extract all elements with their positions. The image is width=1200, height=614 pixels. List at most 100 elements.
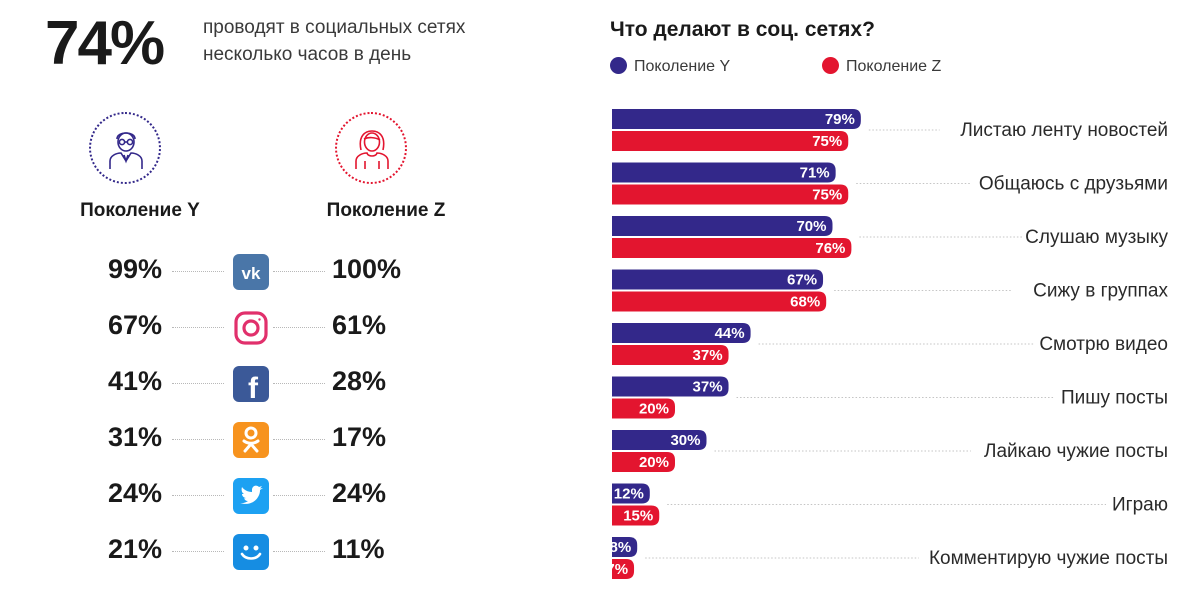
gen-z-value: 100% [332, 254, 402, 284]
svg-text:vk: vk [242, 264, 261, 283]
bar-gen-y [612, 269, 824, 290]
bar-value-label: 15% [623, 508, 653, 525]
instagram-icon [233, 310, 269, 346]
category-label: Листаю ленту новостей [960, 120, 1168, 141]
svg-text:f: f [248, 372, 259, 402]
bar-value-label: 20% [639, 401, 669, 418]
gen-y-value: 24% [107, 478, 162, 508]
legend-label-y: Поколение Y [634, 58, 731, 75]
bar-value-label: 7% [606, 561, 628, 578]
legend-swatch-z [822, 57, 839, 74]
bar-gen-z [612, 131, 849, 151]
generation-z-avatar [335, 112, 407, 184]
legend-gen-y: Поколение Y [610, 57, 730, 76]
network-row-odnoklassniki: 31% 17% [0, 420, 600, 460]
category-label: Лайкаю чужие посты [984, 441, 1168, 462]
odnoklassniki-icon [233, 422, 269, 458]
bar-value-label: 8% [610, 539, 632, 556]
bar-value-label: 70% [796, 218, 826, 235]
bar-gen-z [612, 184, 849, 205]
bar-gen-y [612, 483, 650, 504]
gen-z-value: 24% [332, 478, 387, 508]
gen-y-value: 41% [107, 366, 162, 396]
gen-y-value: 21% [107, 534, 162, 564]
category-label: Сижу в группах [1033, 281, 1168, 302]
bar-gen-z [612, 398, 675, 419]
bar-value-label: 37% [693, 347, 723, 364]
category-label: Слушаю музыку [1025, 227, 1168, 248]
legend-swatch-y [610, 57, 627, 74]
bar-value-label: 76% [815, 240, 845, 257]
category-label: Комментирую чужие посты [929, 548, 1168, 569]
bar-value-label: 20% [639, 454, 669, 471]
legend-gen-z: Поколение Z [822, 57, 941, 76]
man-with-glasses-icon [109, 132, 143, 169]
bar-gen-z [612, 238, 852, 258]
bar-value-label: 68% [790, 294, 820, 311]
dotted-leader [273, 495, 325, 496]
headline-line-1: проводят в социальных сетях [203, 17, 466, 38]
network-row-facebook: 41% f 28% [0, 364, 600, 404]
network-row-twitter: 24% 24% [0, 476, 600, 516]
headline-percent: 74% [45, 9, 165, 78]
category-label: Пишу посты [1061, 388, 1168, 409]
bar-gen-z [612, 291, 827, 312]
dotted-leader [172, 495, 224, 496]
legend-label-z: Поколение Z [846, 58, 942, 75]
dotted-leader [172, 551, 224, 552]
category-label: Смотрю видео [1039, 334, 1168, 355]
bar-value-label: 30% [670, 432, 700, 449]
bar-gen-z [612, 505, 660, 526]
generation-y-avatar [89, 112, 161, 184]
bar-value-label: 75% [812, 187, 842, 204]
dotted-leader [273, 383, 325, 384]
gen-y-value: 67% [107, 310, 162, 340]
category-label: Общаюсь с друзьями [979, 174, 1168, 195]
bar-value-label: 75% [812, 133, 842, 150]
headline-line-2: несколько часов в день [203, 44, 412, 65]
bar-gen-y [612, 430, 707, 450]
network-row-instagram: 67% 61% [0, 308, 600, 348]
dotted-leader [172, 271, 224, 272]
dotted-leader [172, 327, 224, 328]
bar-gen-y [612, 537, 638, 557]
bar-gen-z [612, 345, 729, 365]
bar-gen-z [612, 452, 675, 472]
gen-z-value: 61% [332, 310, 387, 340]
woman-icon [355, 130, 389, 169]
generation-y-label: Поколение Y [80, 200, 200, 221]
moi-mir-icon [233, 534, 269, 570]
twitter-icon [233, 478, 269, 514]
network-row-vk: 99% vk 100% [0, 252, 600, 292]
network-row-moi-mir: 21% 11% [0, 532, 600, 572]
bar-gen-y [612, 216, 833, 236]
gen-y-value: 31% [107, 422, 162, 452]
facebook-icon: f [233, 366, 269, 402]
gen-y-value: 99% [107, 254, 162, 284]
dotted-leader [273, 327, 325, 328]
gen-z-value: 17% [332, 422, 387, 452]
bar-value-label: 44% [715, 325, 745, 342]
dotted-leader [172, 439, 224, 440]
bar-value-label: 12% [614, 486, 644, 503]
headline-text: проводят в социальных сетях несколько ча… [203, 14, 583, 68]
bar-value-label: 71% [800, 165, 830, 182]
dotted-leader [273, 271, 325, 272]
bar-gen-y [612, 162, 836, 183]
dotted-leader [273, 551, 325, 552]
bar-value-label: 79% [825, 111, 855, 128]
dotted-leader [273, 439, 325, 440]
bar-gen-y [612, 323, 751, 343]
bar-gen-y [612, 376, 729, 397]
category-label: Играю [1112, 495, 1168, 516]
generation-z-label: Поколение Z [326, 200, 446, 221]
gen-z-value: 28% [332, 366, 387, 396]
gen-z-value: 11% [332, 534, 385, 564]
bar-value-label: 37% [693, 379, 723, 396]
dotted-leader [172, 383, 224, 384]
bar-value-label: 67% [787, 272, 817, 289]
bar-gen-y [612, 109, 861, 129]
bar-gen-z [612, 559, 635, 579]
chart-title: Что делают в соц. сетях? [610, 18, 875, 41]
